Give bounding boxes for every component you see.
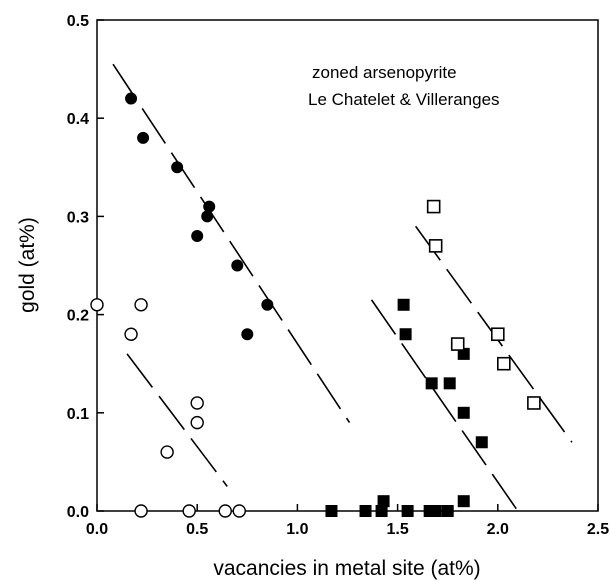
data-point-filled-square (457, 406, 470, 419)
x-tick-label: 2.5 (587, 521, 609, 538)
data-point-open-circle (232, 504, 246, 518)
data-point-open-circle (124, 327, 138, 341)
y-tick-label: 0.5 (67, 13, 89, 30)
data-point-filled-circle (261, 298, 274, 311)
plot-frame (96, 19, 599, 512)
data-point-filled-square (475, 436, 488, 449)
trend-line (126, 353, 228, 487)
annotation-line-2: Le Chatelet & Villeranges (308, 90, 500, 109)
data-point-filled-square (429, 505, 442, 517)
data-point-filled-circle (171, 161, 184, 174)
data-point-filled-circle (125, 92, 138, 105)
data-point-open-square (497, 356, 511, 371)
x-tick-label: 1.0 (286, 521, 308, 538)
data-point-open-circle (190, 396, 204, 410)
data-point-filled-square (359, 505, 372, 517)
data-markers (90, 92, 541, 518)
data-point-open-circle (182, 504, 196, 518)
y-axis-title: gold (at%) (16, 217, 39, 313)
data-point-filled-square (325, 505, 338, 517)
trend-lines (112, 63, 573, 512)
x-tick-label: 0.5 (186, 521, 208, 538)
data-point-open-circle (160, 445, 174, 459)
annotation-line-1: zoned arsenopyrite (312, 63, 457, 82)
data-point-filled-square (375, 505, 388, 517)
data-point-open-circle (134, 298, 148, 312)
x-tick-label: 0.0 (86, 521, 108, 538)
data-point-filled-circle (203, 200, 216, 213)
y-tick-label: 0.1 (67, 406, 89, 423)
data-point-open-square (428, 239, 443, 253)
trend-line (112, 63, 351, 424)
y-tick-label: 0.0 (67, 504, 89, 521)
data-point-open-circle (218, 504, 232, 518)
data-point-filled-square (401, 505, 414, 517)
data-point-open-circle (90, 298, 104, 312)
data-point-open-square (450, 337, 465, 351)
data-point-filled-circle (191, 230, 204, 243)
data-point-filled-circle (201, 210, 214, 223)
data-point-filled-square (457, 495, 470, 508)
data-point-open-circle (190, 415, 204, 430)
y-tick-label: 0.2 (67, 308, 89, 325)
data-point-open-square (426, 199, 441, 214)
x-axis-title: vacancies in metal site (at%) (213, 557, 480, 580)
data-point-filled-square (443, 377, 456, 390)
trend-line (370, 299, 519, 512)
y-tick-label: 0.4 (67, 111, 89, 128)
data-point-filled-circle (241, 328, 254, 341)
data-point-filled-circle (231, 259, 244, 272)
x-tick-label: 2.0 (487, 521, 509, 538)
x-tick-label: 1.5 (386, 521, 408, 538)
data-point-filled-square (425, 377, 438, 390)
data-point-filled-square (397, 298, 410, 311)
data-point-filled-square (399, 328, 412, 341)
y-tick-label: 0.3 (67, 209, 89, 226)
data-point-open-square (527, 396, 541, 410)
data-point-open-square (490, 327, 505, 342)
data-point-filled-square (441, 505, 454, 517)
data-point-open-circle (134, 504, 148, 518)
data-point-filled-circle (137, 131, 150, 144)
axis-ticks: 0.0 0.5 1.0 1.5 2.0 2.5 0.0 0.1 0.2 0.3 0.4 0.5 (67, 13, 609, 538)
